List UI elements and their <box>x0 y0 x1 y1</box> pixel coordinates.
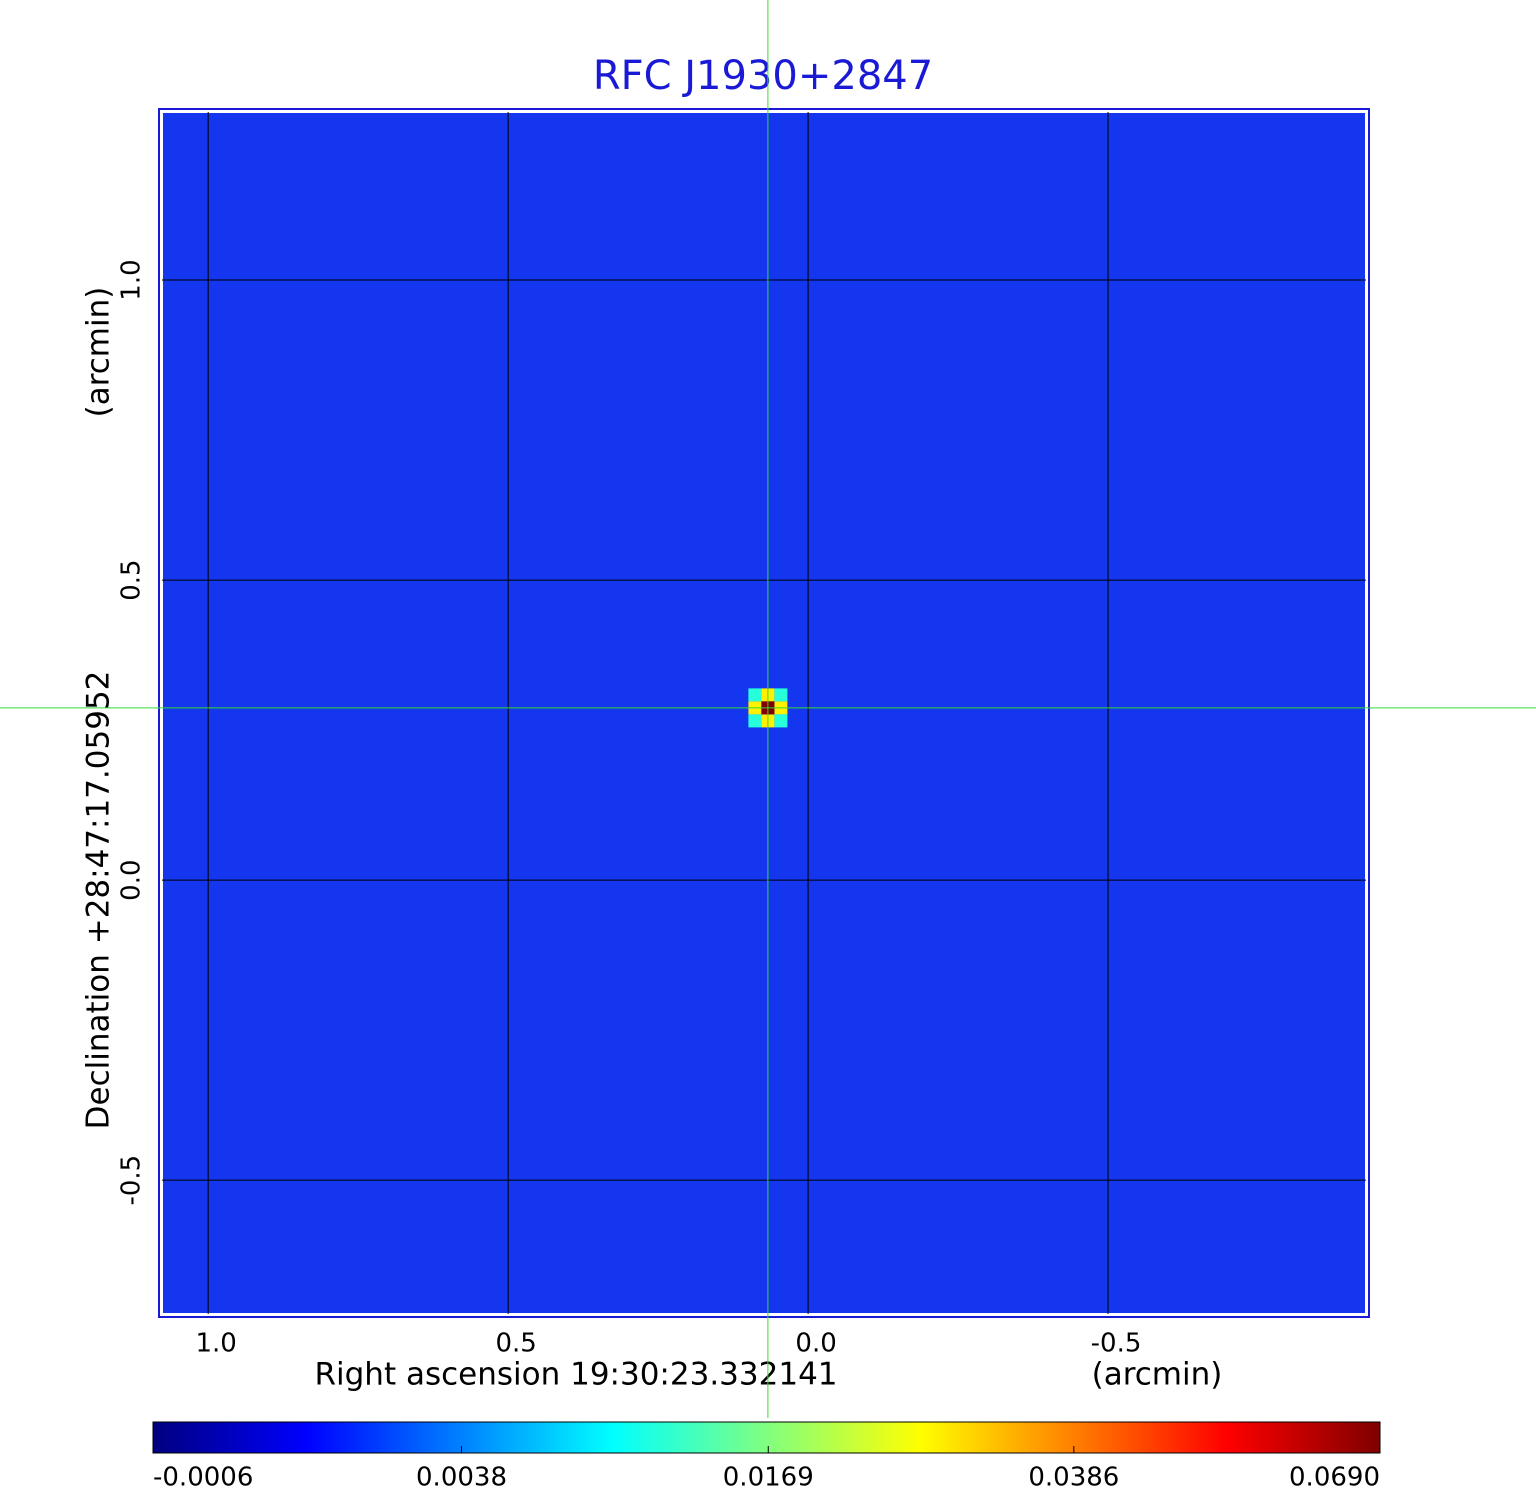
colorbar-tick-label: 0.0038 <box>416 1463 507 1493</box>
colorbar-tick-label: 0.0690 <box>1289 1463 1380 1493</box>
y-tick-label: -0.5 <box>117 1155 147 1206</box>
y-tick-label: 0.5 <box>117 559 147 600</box>
y-tick-label: 1.0 <box>117 259 147 300</box>
y-axis-unit: (arcmin) <box>81 287 117 418</box>
x-axis-unit: (arcmin) <box>1092 1357 1223 1393</box>
source-pixel <box>748 714 762 728</box>
x-tick-label: 0.0 <box>795 1329 836 1359</box>
image <box>161 111 1367 1315</box>
colorbar-tick-label: 0.0386 <box>1028 1463 1119 1493</box>
y-axis-label: Declination +28:47:17.05952 <box>81 671 117 1130</box>
x-axis-label: Right ascension 19:30:23.332141 <box>314 1357 837 1393</box>
colorbar-tick-label: -0.0006 <box>153 1463 253 1493</box>
chart-title: RFC J1930+2847 <box>593 53 933 99</box>
colorbar <box>152 1421 1381 1454</box>
image-frame <box>158 108 1370 1318</box>
x-tick-label: -0.5 <box>1091 1329 1142 1359</box>
source-pixel <box>774 688 788 702</box>
y-tick-label: 0.0 <box>117 859 147 900</box>
source-pixel <box>748 688 762 702</box>
source-pixel <box>774 714 788 728</box>
x-tick-label: 1.0 <box>196 1329 237 1359</box>
x-tick-label: 0.5 <box>495 1329 536 1359</box>
colorbar-tick-label: 0.0169 <box>723 1463 814 1493</box>
